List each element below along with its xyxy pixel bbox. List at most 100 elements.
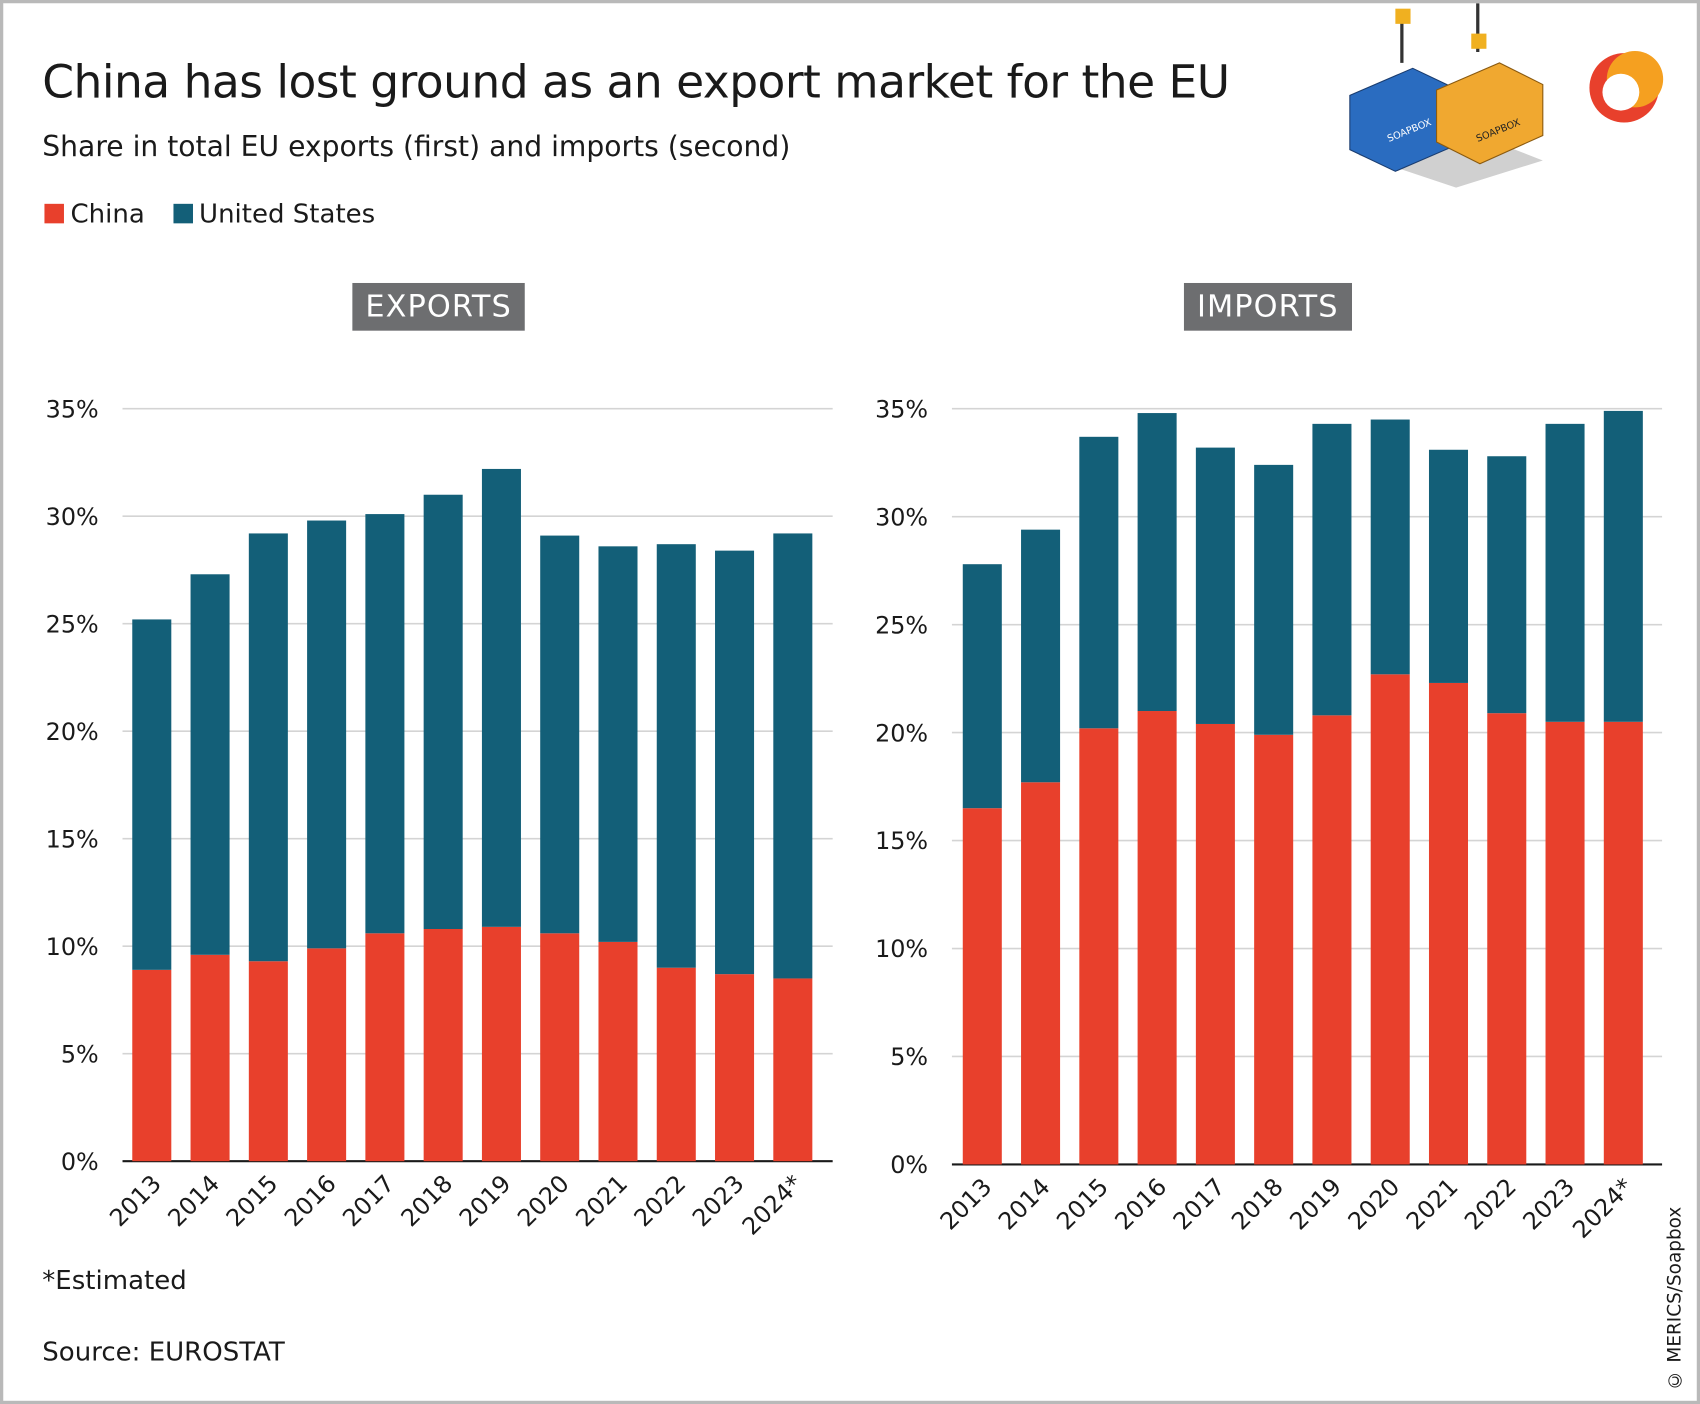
x-tick-label: 2019 (454, 1169, 517, 1232)
x-tick-label: 2016 (279, 1169, 342, 1232)
x-tick-label: 2013 (935, 1173, 998, 1236)
bar-united-states (1254, 464, 1294, 735)
y-tick-label: 0% (890, 1151, 928, 1179)
legend-label: United States (199, 198, 376, 229)
bar-china (481, 926, 521, 1162)
y-tick-label: 10% (875, 935, 928, 963)
bar-china (132, 969, 172, 1162)
legend-swatch-united-states (172, 203, 193, 224)
x-tick-label: 2015 (221, 1169, 284, 1232)
x-tick-label: 2022 (629, 1169, 692, 1232)
bar-united-states (540, 535, 580, 934)
y-tick-label: 15% (46, 825, 99, 853)
x-tick-label: 2024* (737, 1169, 808, 1240)
y-tick-label: 25% (875, 611, 928, 639)
imports-chart: 0%5%10%15%20%25%30%35%201320142015201620… (875, 395, 1663, 1244)
legend-label: China (70, 198, 145, 229)
bar-united-states (481, 468, 521, 927)
legend-item-china: China (44, 198, 145, 229)
chart-subtitle: Share in total EU exports (first) and im… (42, 131, 791, 164)
exports-panel-label: EXPORTS (352, 282, 525, 331)
y-tick-label: 15% (875, 827, 928, 855)
bar-china (1079, 728, 1119, 1165)
bar-united-states (598, 546, 638, 942)
y-tick-label: 20% (46, 718, 99, 746)
x-tick-label: 2024* (1567, 1173, 1638, 1244)
x-tick-label: 2021 (570, 1169, 633, 1232)
chart-title: China has lost ground as an export marke… (42, 55, 1230, 109)
x-tick-label: 2019 (1284, 1173, 1347, 1236)
exports-chart: 0%5%10%15%20%25%30%35%201320142015201620… (46, 395, 833, 1241)
bar-united-states (1079, 436, 1119, 729)
legend: China United States (44, 198, 376, 229)
bar-china (190, 954, 230, 1162)
bar-china (1137, 711, 1177, 1165)
bar-china (773, 978, 813, 1162)
bar-china (656, 967, 696, 1162)
bar-china (248, 961, 288, 1162)
bar-china (423, 928, 463, 1162)
x-tick-label: 2014 (993, 1173, 1056, 1236)
merics-logo (1589, 50, 1664, 123)
bar-china (598, 941, 638, 1162)
bar-china (1370, 674, 1410, 1165)
legend-swatch-china (44, 203, 64, 224)
bar-china (715, 974, 755, 1162)
bar-china (365, 933, 405, 1162)
y-tick-label: 30% (46, 503, 99, 531)
bar-china (1195, 723, 1235, 1165)
copyright: © MERICS/Soapbox (1664, 1206, 1686, 1391)
y-tick-label: 35% (46, 395, 99, 423)
bar-china (307, 948, 347, 1162)
bar-china (1428, 682, 1469, 1165)
x-tick-label: 2020 (512, 1169, 575, 1232)
bar-united-states (307, 520, 347, 949)
bar-china (1603, 721, 1643, 1165)
y-tick-label: 35% (875, 395, 928, 423)
y-tick-label: 0% (61, 1148, 99, 1176)
bar-united-states (190, 574, 230, 955)
x-tick-label: 2022 (1459, 1173, 1522, 1236)
bar-united-states (1021, 529, 1061, 783)
x-tick-label: 2016 (1109, 1173, 1172, 1236)
y-tick-label: 5% (890, 1043, 928, 1071)
x-tick-label: 2013 (104, 1169, 167, 1232)
footnote: *Estimated (42, 1265, 187, 1296)
bar-united-states (132, 619, 172, 970)
bar-united-states (1603, 410, 1643, 722)
bar-china (1254, 734, 1294, 1165)
bar-united-states (656, 544, 696, 968)
bar-china (1312, 715, 1352, 1165)
bar-united-states (962, 564, 1002, 809)
bar-china (962, 808, 1002, 1165)
bar-united-states (715, 550, 755, 975)
x-tick-label: 2018 (396, 1169, 459, 1232)
bar-china (540, 933, 580, 1162)
charts-svg: SOAPBOX SOAPBOX 0% 5% 10% 15% 20% 25% 30% 35% 20… (46, 3, 1664, 1244)
x-tick-label: 2014 (162, 1169, 225, 1232)
x-tick-label: 2020 (1343, 1173, 1406, 1236)
bar-united-states (423, 494, 463, 929)
x-tick-label: 2017 (1168, 1173, 1231, 1236)
y-tick-label: 10% (46, 933, 99, 961)
x-tick-label: 2017 (337, 1169, 400, 1232)
x-tick-label: 2015 (1051, 1173, 1114, 1236)
bar-china (1487, 713, 1527, 1165)
y-tick-label: 30% (875, 503, 928, 531)
bar-united-states (773, 533, 813, 979)
y-tick-label: 25% (46, 610, 99, 638)
bar-united-states (1487, 456, 1527, 714)
x-tick-label: 2021 (1401, 1173, 1464, 1236)
bar-china (1021, 782, 1061, 1165)
x-tick-label: 2018 (1226, 1173, 1289, 1236)
y-tick-label: 20% (875, 719, 928, 747)
y-tick-label: 5% (61, 1040, 99, 1068)
legend-item-united-states: United States (172, 198, 376, 229)
bar-united-states (1195, 447, 1235, 724)
containers-illustration: SOAPBOX SOAPBOX (1349, 3, 1544, 188)
bar-united-states (365, 514, 405, 934)
imports-panel-label: IMPORTS (1183, 282, 1352, 331)
bar-united-states (248, 533, 288, 962)
bar-united-states (1545, 423, 1585, 722)
